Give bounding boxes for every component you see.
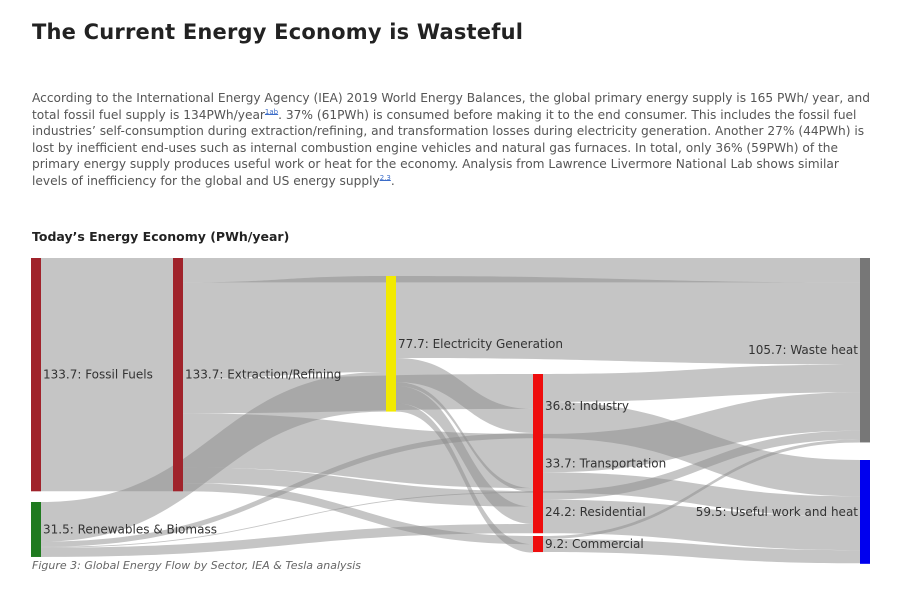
node-fossil [31, 258, 41, 492]
node-renew [31, 502, 41, 557]
link-industry-to-waste [543, 364, 860, 402]
link-extract-to-commercial [183, 483, 533, 545]
intro-text-part2: . 37% (61PWh) is consumed before making … [32, 107, 865, 188]
node-label-waste: 105.7: Waste heat [748, 343, 858, 357]
link-transport-to-useful [543, 472, 860, 517]
link-extract-to-elec [183, 276, 386, 379]
node-residential [533, 491, 543, 534]
link-renew-to-residential [41, 523, 533, 557]
node-label-elec: 77.7: Electricity Generation [398, 337, 563, 351]
node-waste [860, 258, 870, 443]
intro-paragraph: According to the International Energy Ag… [32, 90, 877, 189]
sankey-links [41, 258, 860, 564]
reference-link-2-3[interactable]: 2,3 [379, 173, 391, 182]
link-elec-to-residential [396, 385, 533, 524]
intro-text-part1: According to the International Energy Ag… [32, 91, 871, 122]
reference-link-1ab[interactable]: 1ab [264, 107, 279, 116]
page-title: The Current Energy Economy is Wasteful [32, 20, 524, 44]
node-transport [533, 434, 543, 493]
intro-text-part3: . [390, 173, 395, 188]
link-elec-to-transport [396, 382, 533, 492]
node-elec [386, 276, 396, 412]
node-label-commercial: 9.2: Commercial [545, 537, 644, 551]
link-residential-to-useful [543, 499, 860, 551]
link-renew-to-transport [41, 491, 533, 548]
node-extract [173, 258, 183, 492]
node-label-useful: 59.5: Useful work and heat [696, 505, 859, 519]
link-elec-to-waste [396, 276, 860, 365]
node-commercial [533, 536, 543, 553]
node-label-residential: 24.2: Residential [545, 505, 646, 519]
node-industry [533, 374, 543, 439]
sankey-labels: 133.7: Fossil Fuels 31.5: Renewables & Bi… [43, 337, 858, 551]
link-elec-to-commercial [396, 403, 533, 553]
link-transport-to-waste [543, 392, 860, 473]
link-renew-to-industry [41, 432, 533, 547]
link-renew-to-elec [41, 371, 386, 542]
link-elec-to-industry [396, 358, 533, 433]
link-fossil-to-extract [41, 258, 173, 492]
node-label-industry: 36.8: Industry [545, 399, 629, 413]
link-extract-to-residential [183, 467, 533, 507]
node-label-renew: 31.5: Renewables & Biomass [43, 522, 217, 536]
node-useful [860, 460, 870, 564]
chart-title: Today’s Energy Economy (PWh/year) [32, 229, 290, 244]
link-commercial-to-waste [543, 439, 860, 539]
node-label-fossil: 133.7: Fossil Fuels [43, 368, 153, 382]
node-label-extract: 133.7: Extraction/Refining [185, 368, 341, 382]
figure-caption: Figure 3: Global Energy Flow by Sector, … [32, 559, 362, 572]
link-residential-to-waste [543, 430, 860, 500]
link-commercial-to-useful [543, 538, 860, 564]
node-label-transport: 33.7: Transportation [545, 456, 666, 470]
sankey-nodes [31, 258, 870, 564]
